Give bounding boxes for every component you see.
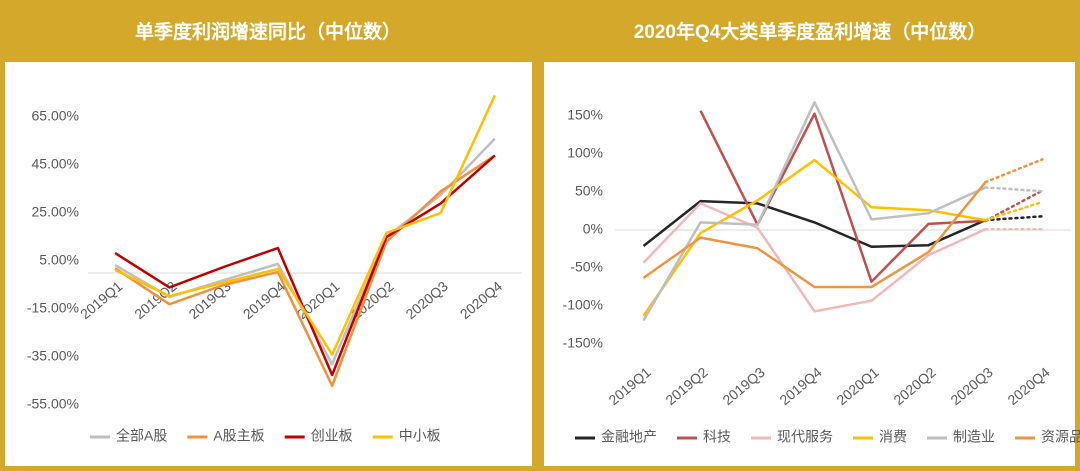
projected-segment	[984, 200, 1044, 222]
y-tick-label: -50%	[570, 259, 603, 275]
y-tick-label: -35.00%	[27, 348, 79, 364]
y-tick-label: -15.00%	[27, 300, 79, 316]
y-tick-label: 45.00%	[32, 156, 79, 172]
y-tick-label: 5.00%	[39, 252, 79, 268]
y-tick-label: 50%	[575, 183, 603, 199]
series-line	[642, 158, 986, 317]
legend-label: 科技	[703, 429, 731, 445]
legend-label: 创业板	[311, 428, 353, 444]
y-tick-label: 150%	[567, 107, 603, 123]
y-tick-label: -150%	[563, 335, 603, 351]
series-line	[642, 181, 987, 289]
projected-segment	[984, 158, 1044, 184]
legend-label: 消费	[879, 429, 907, 445]
legend-label: 资源品	[1041, 429, 1080, 445]
series-line	[114, 94, 497, 356]
panel	[5, 62, 532, 466]
series-line	[642, 202, 987, 313]
legend-label: 现代服务	[777, 429, 833, 445]
projected-segment	[984, 215, 1044, 222]
legend-label: 全部A股	[116, 428, 167, 444]
y-tick-label: -100%	[563, 297, 603, 313]
legend-label: 制造业	[953, 429, 995, 445]
series-line	[642, 101, 987, 322]
chart-title: 2020年Q4大类单季度盈利增速（中位数）	[634, 20, 987, 43]
legend-label: A股主板	[213, 428, 264, 444]
legend-label: 金融地产	[601, 429, 657, 445]
panel	[544, 62, 1075, 466]
y-tick-label: 25.00%	[32, 204, 79, 220]
projected-segment	[984, 186, 1044, 193]
y-tick-label: 100%	[567, 145, 603, 161]
legend-label: 中小板	[399, 428, 441, 444]
y-tick-label: 0%	[583, 221, 603, 237]
y-tick-label: 65.00%	[32, 108, 79, 124]
series-line	[114, 154, 496, 388]
chart-title: 单季度利润增速同比（中位数）	[135, 20, 401, 43]
y-tick-label: -55.00%	[27, 396, 79, 412]
projected-segment	[984, 189, 1044, 223]
series-line	[642, 199, 987, 248]
